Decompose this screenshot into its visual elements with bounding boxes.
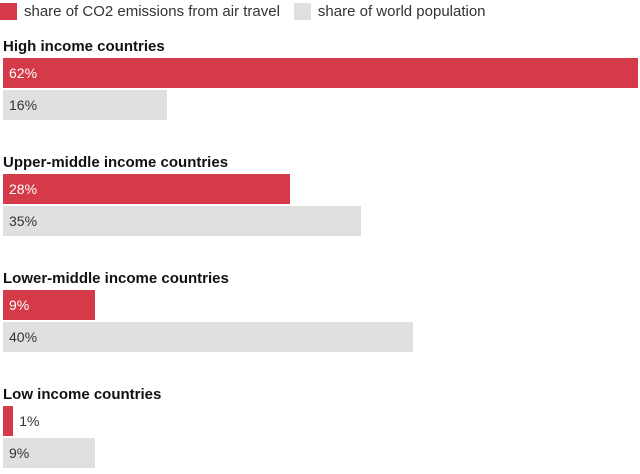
bar-value-label: 16% [9,97,38,113]
bar-value-label: 62% [9,65,38,81]
bar-emissions [3,406,14,436]
bar-value-label: 9% [9,297,30,313]
legend: share of CO2 emissions from air travel s… [0,0,500,22]
bar-population [3,438,96,468]
bar-population [3,90,167,120]
bar-emissions [3,290,96,320]
bar-value-label: 9% [9,445,30,461]
legend-swatch-population [293,2,311,20]
bar-emissions [3,174,290,204]
bar-emissions [3,58,638,88]
bar-population [3,206,362,236]
legend-item-emissions: share of CO2 emissions from air travel [0,2,280,20]
bar-value-label: 35% [9,213,38,229]
legend-item-population: share of world population [293,2,486,20]
legend-label-population: share of world population [317,2,486,20]
bar-value-label: 1% [19,413,40,429]
bar-value-label: 40% [9,329,38,345]
legend-swatch-emissions [0,2,17,20]
bar-population [3,322,413,352]
category-label: Low income countries [3,386,162,403]
category-label: Lower-middle income countries [3,270,229,287]
category-label: Upper-middle income countries [3,154,229,171]
bar-value-label: 28% [9,181,38,197]
legend-label-emissions: share of CO2 emissions from air travel [24,2,280,20]
category-label: High income countries [3,38,165,55]
